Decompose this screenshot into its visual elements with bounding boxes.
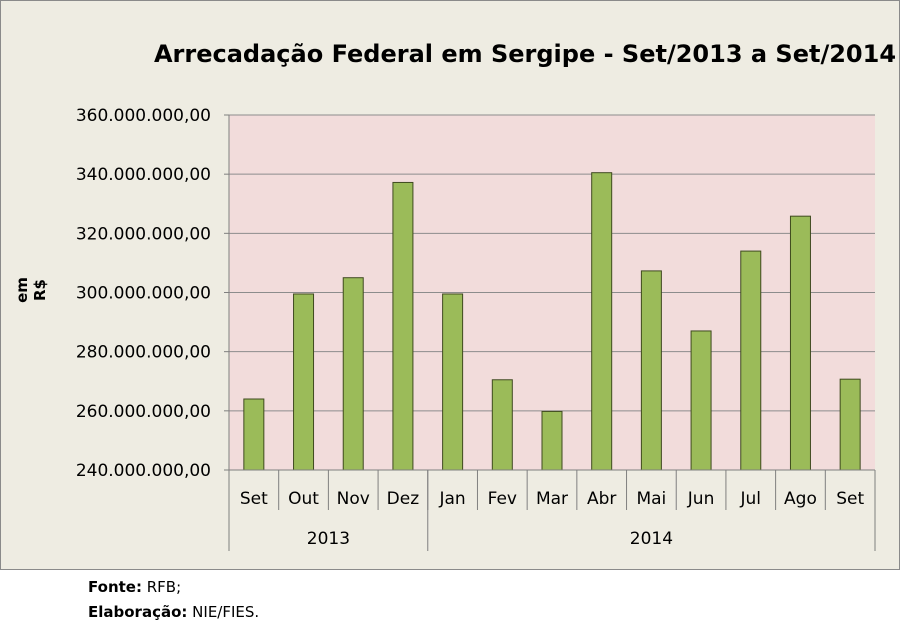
- bar-nov-2: [342, 277, 364, 471]
- x-tick-label: Jul: [740, 489, 762, 509]
- source-value: RFB;: [146, 578, 182, 596]
- bar-jan-4: [442, 293, 464, 471]
- x-tick-label: Out: [288, 489, 319, 509]
- group-label: 2014: [630, 529, 673, 549]
- credit-value: NIE/FIES.: [192, 603, 260, 621]
- bar-mai-8: [640, 270, 662, 471]
- x-tick-label: Mai: [636, 489, 666, 509]
- x-tick-label: Set: [836, 489, 864, 509]
- bar-abr-7: [591, 172, 613, 471]
- x-tick-label: Abr: [587, 489, 616, 509]
- bar-ago-11: [789, 215, 811, 471]
- y-tick-label: 360.000.000,00: [76, 106, 211, 126]
- bar-dez-3: [392, 181, 414, 471]
- credit-line: Elaboração: NIE/FIES.: [88, 603, 259, 621]
- y-tick-label: 260.000.000,00: [76, 402, 211, 422]
- bar-jul-10: [740, 250, 762, 471]
- x-tick-label: Fev: [488, 489, 517, 509]
- bar-set-0: [243, 398, 265, 471]
- x-tick-label: Jun: [687, 489, 715, 509]
- bar-fev-5: [491, 379, 513, 471]
- y-tick-label: 340.000.000,00: [76, 165, 211, 185]
- bar-out-1: [293, 293, 315, 471]
- x-tick-label: Jan: [439, 489, 466, 509]
- x-tick-label: Dez: [387, 489, 420, 509]
- credit-label: Elaboração:: [88, 603, 188, 621]
- x-tick-label: Ago: [784, 489, 817, 509]
- bar-set-12: [839, 378, 861, 471]
- bar-mar-6: [541, 410, 563, 471]
- source-line: Fonte: RFB;: [88, 578, 181, 596]
- x-tick-label: Mar: [536, 489, 568, 509]
- y-tick-label: 300.000.000,00: [76, 284, 211, 304]
- chart-title: Arrecadação Federal em Sergipe - Set/201…: [153, 40, 897, 68]
- source-label: Fonte:: [88, 578, 142, 596]
- y-tick-label: 280.000.000,00: [76, 343, 211, 363]
- bar-chart: 240.000.000,00 260.000.000,00 280.000.000,…: [76, 106, 876, 551]
- bar-jun-9: [690, 330, 712, 471]
- x-tick-label: Set: [240, 489, 268, 509]
- y-tick-label: 320.000.000,00: [76, 224, 211, 244]
- y-tick-label: 240.000.000,00: [76, 461, 211, 481]
- x-tick-label: Nov: [337, 489, 370, 509]
- group-label: 2013: [307, 529, 350, 549]
